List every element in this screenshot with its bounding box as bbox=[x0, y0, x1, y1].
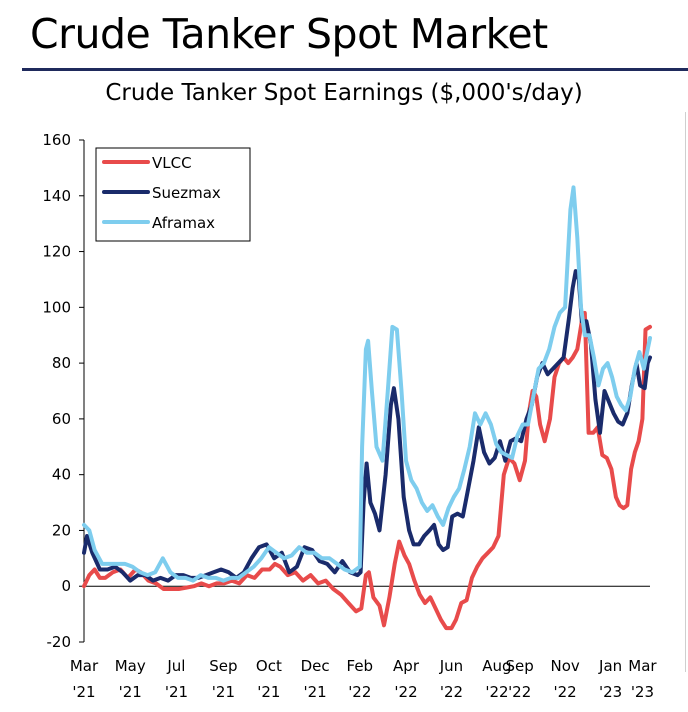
x-tick-label: Sep bbox=[209, 657, 237, 675]
x-tick-label: Sep bbox=[506, 657, 534, 675]
x-tick-year-label: '22 bbox=[508, 683, 531, 701]
chart-title: Crude Tanker Spot Earnings ($,000's/day) bbox=[105, 80, 583, 106]
x-tick-label: May bbox=[115, 657, 146, 675]
y-tick-label: 120 bbox=[42, 243, 71, 261]
y-tick-label: 40 bbox=[52, 466, 71, 484]
legend-label: VLCC bbox=[152, 154, 192, 172]
x-tick-year-label: '22 bbox=[485, 683, 508, 701]
panel-border bbox=[685, 112, 686, 672]
x-tick-label: Mar bbox=[70, 657, 99, 675]
y-tick-label: 80 bbox=[52, 354, 71, 372]
x-tick-year-label: '22 bbox=[348, 683, 371, 701]
x-tick-label: Nov bbox=[550, 657, 579, 675]
y-tick-label: -20 bbox=[47, 633, 72, 651]
y-tick-label: 60 bbox=[52, 410, 71, 428]
x-tick-year-label: '22 bbox=[440, 683, 463, 701]
title-underline bbox=[22, 68, 688, 71]
x-axis: Mar '21 May '21 Jul '21 Sep '21 Oct '21 Dec '21 Feb '… bbox=[70, 585, 657, 701]
x-tick-year-label: '22 bbox=[394, 683, 417, 701]
series-line-suezmax bbox=[82, 269, 652, 583]
x-tick-label: Jan bbox=[598, 657, 622, 675]
x-tick-year-label: '21 bbox=[212, 683, 235, 701]
x-tick-year-label: '21 bbox=[165, 683, 188, 701]
x-tick-label: Aug bbox=[482, 657, 511, 675]
x-tick-label: Apr bbox=[393, 657, 420, 675]
legend-label: Suezmax bbox=[152, 184, 221, 202]
y-tick-label: 100 bbox=[42, 298, 71, 316]
x-tick-year-label: '22 bbox=[554, 683, 577, 701]
x-tick-year-label: '23 bbox=[631, 683, 654, 701]
x-tick-year-label: '23 bbox=[599, 683, 622, 701]
y-tick-label: 160 bbox=[42, 131, 71, 149]
x-tick-year-label: '21 bbox=[72, 683, 95, 701]
x-tick-label: Mar bbox=[628, 657, 657, 675]
x-tick-label: Oct bbox=[256, 657, 282, 675]
x-tick-label: Jul bbox=[166, 657, 185, 675]
y-tick-label: 20 bbox=[52, 521, 71, 539]
legend-label: Aframax bbox=[152, 214, 215, 232]
x-tick-year-label: '21 bbox=[303, 683, 326, 701]
x-tick-year-label: '21 bbox=[119, 683, 142, 701]
x-tick-year-label: '21 bbox=[257, 683, 280, 701]
legend: VLCC Suezmax Aframax bbox=[95, 147, 251, 242]
series-layer bbox=[82, 185, 652, 631]
series-line-aframax bbox=[82, 185, 652, 583]
y-tick-label: 140 bbox=[42, 187, 71, 205]
x-tick-label: Jun bbox=[439, 657, 463, 675]
page-title: Crude Tanker Spot Market bbox=[30, 10, 548, 58]
x-tick-label: Dec bbox=[301, 657, 330, 675]
y-axis: -20 0 20 40 60 80 100 120 140 160 bbox=[42, 131, 85, 651]
x-tick-label: Feb bbox=[347, 657, 374, 675]
y-tick-label: 0 bbox=[61, 577, 71, 595]
